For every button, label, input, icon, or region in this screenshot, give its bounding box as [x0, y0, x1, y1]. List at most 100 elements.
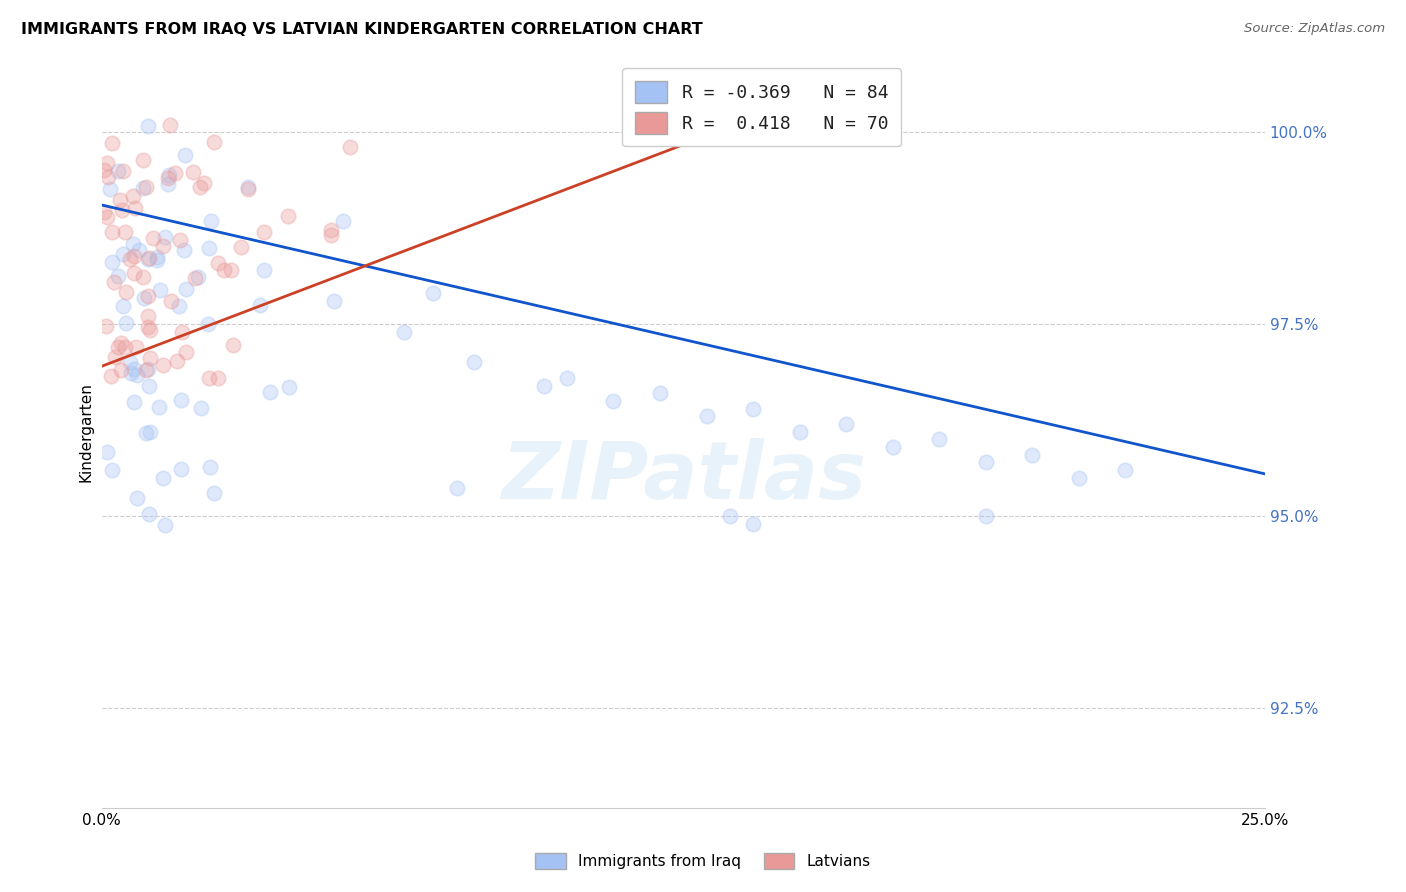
- Point: [835, 417, 858, 431]
- Point: [112, 247, 135, 261]
- Point: [122, 249, 145, 263]
- Point: [118, 252, 141, 267]
- Point: [148, 401, 170, 415]
- Point: [207, 371, 229, 385]
- Point: [928, 432, 950, 446]
- Point: [253, 225, 276, 239]
- Point: [193, 176, 215, 190]
- Point: [259, 384, 281, 399]
- Point: [125, 340, 148, 354]
- Point: [198, 459, 221, 474]
- Point: [135, 426, 157, 441]
- Point: [202, 485, 225, 500]
- Point: [648, 386, 671, 401]
- Point: [132, 181, 155, 195]
- Point: [197, 371, 219, 385]
- Point: [183, 271, 205, 285]
- Point: [190, 401, 212, 415]
- Point: [222, 338, 245, 352]
- Point: [114, 340, 136, 354]
- Point: [157, 168, 180, 182]
- Point: [111, 203, 134, 218]
- Point: [122, 394, 145, 409]
- Point: [118, 354, 141, 368]
- Point: [463, 355, 485, 369]
- Point: [152, 239, 174, 253]
- Point: [96, 318, 118, 333]
- Point: [138, 507, 160, 521]
- Point: [96, 445, 118, 459]
- Point: [139, 351, 162, 365]
- Point: [187, 270, 209, 285]
- Point: [139, 323, 162, 337]
- Point: [160, 293, 183, 308]
- Point: [93, 205, 115, 219]
- Point: [197, 317, 219, 331]
- Point: [134, 292, 156, 306]
- Point: [277, 210, 299, 224]
- Point: [163, 166, 186, 180]
- Point: [153, 230, 176, 244]
- Point: [93, 162, 115, 177]
- Point: [422, 285, 444, 300]
- Point: [231, 240, 253, 254]
- Point: [321, 228, 343, 243]
- Point: [1021, 448, 1043, 462]
- Point: [323, 293, 346, 308]
- Point: [122, 267, 145, 281]
- Legend: R = -0.369   N = 84, R =  0.418   N = 70: R = -0.369 N = 84, R = 0.418 N = 70: [623, 68, 901, 146]
- Point: [101, 136, 124, 150]
- Point: [103, 275, 125, 289]
- Point: [122, 237, 145, 252]
- Point: [166, 354, 188, 368]
- Point: [112, 299, 135, 313]
- Point: [695, 409, 717, 424]
- Y-axis label: Kindergarten: Kindergarten: [79, 382, 93, 482]
- Point: [332, 214, 354, 228]
- Point: [173, 243, 195, 257]
- Point: [170, 393, 193, 408]
- Point: [128, 243, 150, 257]
- Point: [96, 210, 118, 224]
- Point: [136, 319, 159, 334]
- Point: [159, 118, 181, 132]
- Point: [101, 255, 124, 269]
- Point: [138, 379, 160, 393]
- Point: [169, 233, 191, 247]
- Point: [136, 310, 159, 324]
- Point: [96, 156, 118, 170]
- Point: [132, 153, 155, 167]
- Point: [238, 182, 260, 196]
- Point: [107, 164, 129, 178]
- Point: [183, 165, 205, 179]
- Point: [742, 516, 765, 531]
- Point: [131, 269, 153, 284]
- Point: [446, 481, 468, 495]
- Legend: Immigrants from Iraq, Latvians: Immigrants from Iraq, Latvians: [529, 847, 877, 875]
- Point: [219, 263, 242, 277]
- Point: [107, 340, 129, 354]
- Point: [136, 362, 159, 376]
- Point: [104, 350, 127, 364]
- Point: [174, 282, 197, 296]
- Point: [789, 425, 811, 439]
- Point: [339, 140, 361, 154]
- Point: [98, 182, 121, 196]
- Point: [742, 401, 765, 416]
- Point: [145, 250, 167, 264]
- Point: [156, 177, 179, 191]
- Point: [124, 202, 146, 216]
- Point: [97, 169, 120, 184]
- Point: [107, 268, 129, 283]
- Point: [555, 371, 578, 385]
- Point: [253, 263, 276, 277]
- Point: [142, 231, 165, 245]
- Point: [136, 252, 159, 266]
- Point: [202, 135, 225, 149]
- Point: [188, 180, 211, 194]
- Point: [238, 179, 260, 194]
- Point: [157, 171, 180, 186]
- Point: [152, 471, 174, 485]
- Point: [114, 316, 136, 330]
- Point: [249, 298, 271, 312]
